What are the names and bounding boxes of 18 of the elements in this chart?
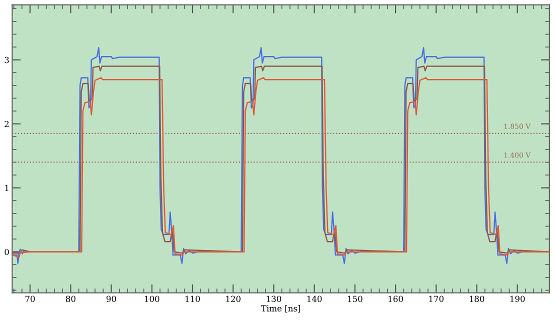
x-axis-title: Time [ns]	[260, 305, 300, 312]
x-tick-label: 120	[226, 296, 241, 302]
x-tick-label: 160	[388, 296, 403, 302]
y-tick-label: 3	[4, 56, 9, 64]
x-tick-label: 70	[25, 296, 35, 302]
x-tick-label: 100	[144, 296, 160, 302]
x-tick-label: 180	[470, 296, 484, 302]
x-tick-label: 140	[307, 296, 322, 302]
y-tick-label: 2	[4, 120, 9, 128]
x-tick-label: 150	[348, 296, 362, 302]
y-tick-label: 0	[4, 248, 9, 256]
x-tick-label: 80	[66, 296, 76, 302]
x-tick-label: 170	[429, 296, 444, 302]
x-tick-label: 190	[510, 296, 525, 302]
x-tick-label: 90	[106, 296, 116, 302]
x-tick-label: 130	[266, 296, 282, 302]
y-tick-label: 1	[5, 184, 8, 192]
x-tick-label: 110	[186, 296, 200, 302]
